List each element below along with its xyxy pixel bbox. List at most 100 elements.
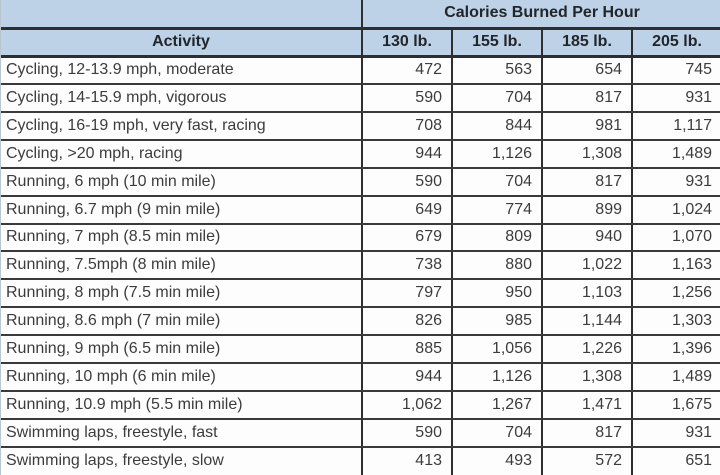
table-row: Cycling, 12-13.9 mph, moderate 472 563 654 7…: [1, 56, 720, 85]
value-cell: 679: [361, 223, 452, 253]
value-cell: 885: [361, 335, 452, 365]
value-cell: 1,117: [630, 111, 720, 141]
value-cell: 944: [361, 139, 452, 169]
corner-cell: [1, 0, 362, 30]
value-cell: 1,062: [361, 391, 452, 420]
value-cell: 1,303: [630, 307, 720, 337]
value-cell: 931: [630, 83, 720, 113]
value-cell: 738: [361, 251, 452, 281]
value-cell: 931: [630, 418, 720, 448]
column-header-185lb: 185 lb.: [541, 28, 632, 58]
activity-cell: Running, 6 mph (10 min mile): [1, 167, 362, 197]
value-cell: 1,267: [451, 391, 542, 420]
value-cell: 1,226: [541, 335, 632, 365]
value-cell: 880: [451, 251, 542, 281]
activity-cell: Swimming laps, freestyle, fast: [1, 418, 362, 448]
table-title: Calories Burned Per Hour: [360, 0, 720, 30]
value-cell: 1,308: [541, 139, 632, 169]
table-row: Running, 7.5mph (8 min mile) 738 880 1,022 1…: [1, 251, 720, 281]
table-row: Cycling, 16-19 mph, very fast, racing 708…: [1, 111, 720, 141]
value-cell: 826: [361, 307, 452, 337]
value-cell: 817: [541, 418, 632, 448]
value-cell: 704: [451, 418, 542, 448]
table-row: Running, 10.9 mph (5.5 min mile) 1,062 1,2…: [1, 391, 720, 420]
value-cell: 1,489: [630, 363, 720, 393]
value-cell: 944: [361, 363, 452, 393]
value-cell: 931: [630, 167, 720, 197]
table-row: Running, 8 mph (7.5 min mile) 797 950 1,103…: [1, 279, 720, 309]
value-cell: 704: [451, 167, 542, 197]
table-row: Running, 6 mph (10 min mile) 590 704 817 931: [1, 167, 720, 197]
value-cell: 590: [361, 167, 452, 197]
value-cell: 1,024: [630, 195, 720, 225]
activity-cell: Running, 10 mph (6 min mile): [1, 363, 362, 393]
value-cell: 1,144: [541, 307, 632, 337]
value-cell: 1,070: [630, 223, 720, 253]
activity-cell: Running, 7 mph (8.5 min mile): [1, 223, 362, 253]
value-cell: 1,126: [451, 363, 542, 393]
value-cell: 590: [361, 83, 452, 113]
table-row: Running, 8.6 mph (7 min mile) 826 985 1,144…: [1, 307, 720, 337]
value-cell: 797: [361, 279, 452, 309]
value-cell: 649: [361, 195, 452, 225]
activity-cell: Swimming laps, freestyle, slow: [1, 446, 362, 475]
activity-cell: Cycling, 12-13.9 mph, moderate: [1, 56, 362, 85]
value-cell: 817: [541, 83, 632, 113]
value-cell: 1,103: [541, 279, 632, 309]
table-body: Cycling, 12-13.9 mph, moderate 472 563 654 7…: [1, 56, 720, 475]
value-cell: 940: [541, 223, 632, 253]
table-row: Running, 9 mph (6.5 min mile) 885 1,056 1,2…: [1, 335, 720, 365]
activity-cell: Running, 7.5mph (8 min mile): [1, 251, 362, 281]
value-cell: 704: [451, 83, 542, 113]
value-cell: 1,126: [451, 139, 542, 169]
value-cell: 817: [541, 167, 632, 197]
value-cell: 1,163: [630, 251, 720, 281]
value-cell: 590: [361, 418, 452, 448]
value-cell: 809: [451, 223, 542, 253]
value-cell: 651: [630, 446, 720, 475]
value-cell: 899: [541, 195, 632, 225]
value-cell: 844: [451, 111, 542, 141]
value-cell: 950: [451, 279, 542, 309]
table-row: Running, 10 mph (6 min mile) 944 1,126 1,30…: [1, 363, 720, 393]
value-cell: 1,308: [541, 363, 632, 393]
table-title-row: Calories Burned Per Hour: [1, 0, 720, 30]
value-cell: 774: [451, 195, 542, 225]
activity-cell: Cycling, 14-15.9 mph, vigorous: [1, 83, 362, 113]
value-cell: 1,471: [541, 391, 632, 420]
table-row: Cycling, >20 mph, racing 944 1,126 1,308 1,4…: [1, 139, 720, 169]
activity-cell: Running, 10.9 mph (5.5 min mile): [1, 391, 362, 420]
value-cell: 1,256: [630, 279, 720, 309]
column-header-row: Activity 130 lb. 155 lb. 185 lb. 205 lb.: [1, 28, 720, 58]
value-cell: 563: [451, 56, 542, 85]
value-cell: 493: [451, 446, 542, 475]
value-cell: 745: [630, 56, 720, 85]
table-row: Cycling, 14-15.9 mph, vigorous 590 704 817 9…: [1, 83, 720, 113]
value-cell: 708: [361, 111, 452, 141]
activity-cell: Running, 9 mph (6.5 min mile): [1, 335, 362, 365]
column-header-155lb: 155 lb.: [451, 28, 542, 58]
activity-cell: Running, 8 mph (7.5 min mile): [1, 279, 362, 309]
column-header-205lb: 205 lb.: [630, 28, 720, 58]
table-row: Running, 6.7 mph (9 min mile) 649 774 899 1,…: [1, 195, 720, 225]
value-cell: 1,022: [541, 251, 632, 281]
value-cell: 981: [541, 111, 632, 141]
activity-cell: Cycling, 16-19 mph, very fast, racing: [1, 111, 362, 141]
value-cell: 1,056: [451, 335, 542, 365]
value-cell: 413: [361, 446, 452, 475]
table-row: Swimming laps, freestyle, slow 413 493 572 6…: [1, 446, 720, 475]
table-row: Running, 7 mph (8.5 min mile) 679 809 940 1,…: [1, 223, 720, 253]
column-header-activity: Activity: [1, 28, 362, 58]
activity-cell: Running, 6.7 mph (9 min mile): [1, 195, 362, 225]
value-cell: 1,396: [630, 335, 720, 365]
value-cell: 1,675: [630, 391, 720, 420]
activity-cell: Cycling, >20 mph, racing: [1, 139, 362, 169]
value-cell: 1,489: [630, 139, 720, 169]
activity-cell: Running, 8.6 mph (7 min mile): [1, 307, 362, 337]
value-cell: 985: [451, 307, 542, 337]
value-cell: 572: [541, 446, 632, 475]
value-cell: 654: [541, 56, 632, 85]
value-cell: 472: [361, 56, 452, 85]
